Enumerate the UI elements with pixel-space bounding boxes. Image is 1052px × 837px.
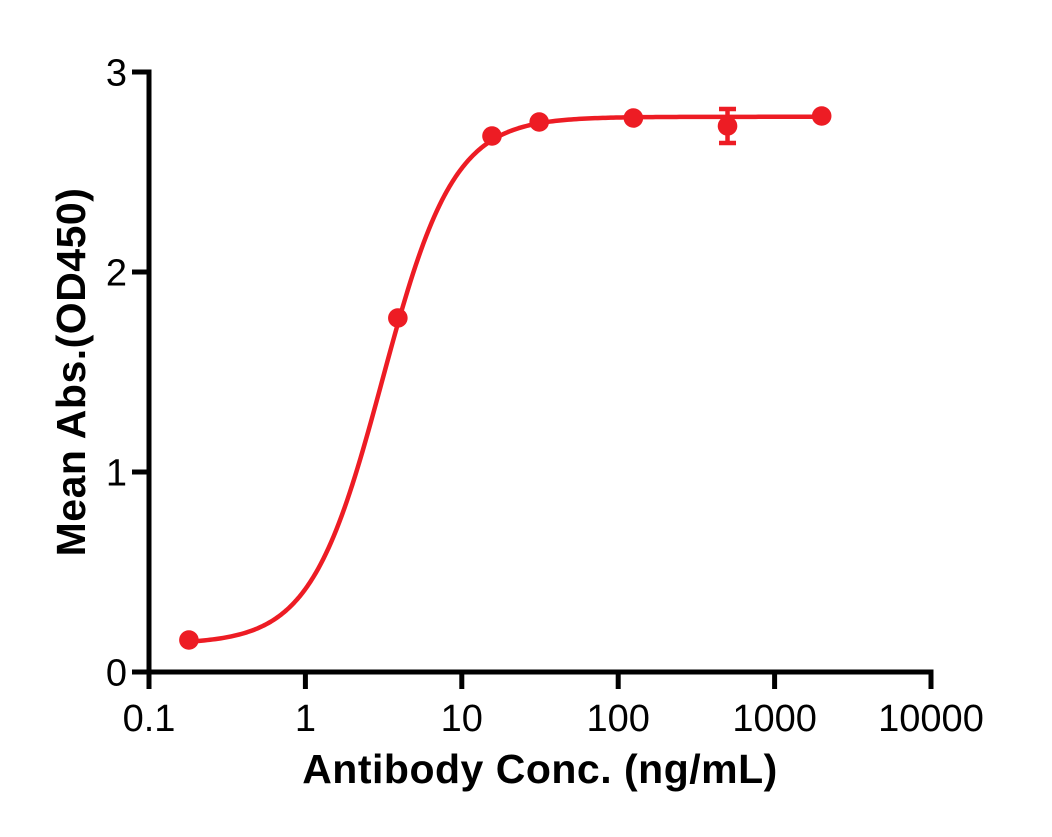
y-tick-label: 1 xyxy=(106,453,127,495)
data-point-marker xyxy=(623,108,644,128)
data-point-marker xyxy=(388,308,408,328)
data-point-marker xyxy=(811,106,832,126)
data-point-marker xyxy=(179,630,199,650)
x-tick-label: 0.1 xyxy=(123,698,176,740)
y-axis-title: Mean Abs.(OD450) xyxy=(48,188,94,557)
data-point-marker xyxy=(529,112,549,132)
plot-area: 0.1 1 10 100 1000 10000 0 1 2 3 xyxy=(106,53,984,741)
y-tick-label: 2 xyxy=(106,253,127,295)
fit-curve xyxy=(186,114,824,644)
y-tick-label: 3 xyxy=(106,53,127,95)
x-axis-title: Antibody Conc. (ng/mL) xyxy=(302,746,778,792)
x-tick-label: 10 xyxy=(441,698,483,740)
data-point-marker xyxy=(717,116,738,136)
x-tick-label: 1 xyxy=(295,698,316,740)
x-tick-label: 10000 xyxy=(878,698,984,740)
x-tick-label: 100 xyxy=(586,698,649,740)
y-tick-label: 0 xyxy=(106,653,127,695)
x-tick-label: 1000 xyxy=(732,698,817,740)
data-point-marker xyxy=(482,126,502,146)
